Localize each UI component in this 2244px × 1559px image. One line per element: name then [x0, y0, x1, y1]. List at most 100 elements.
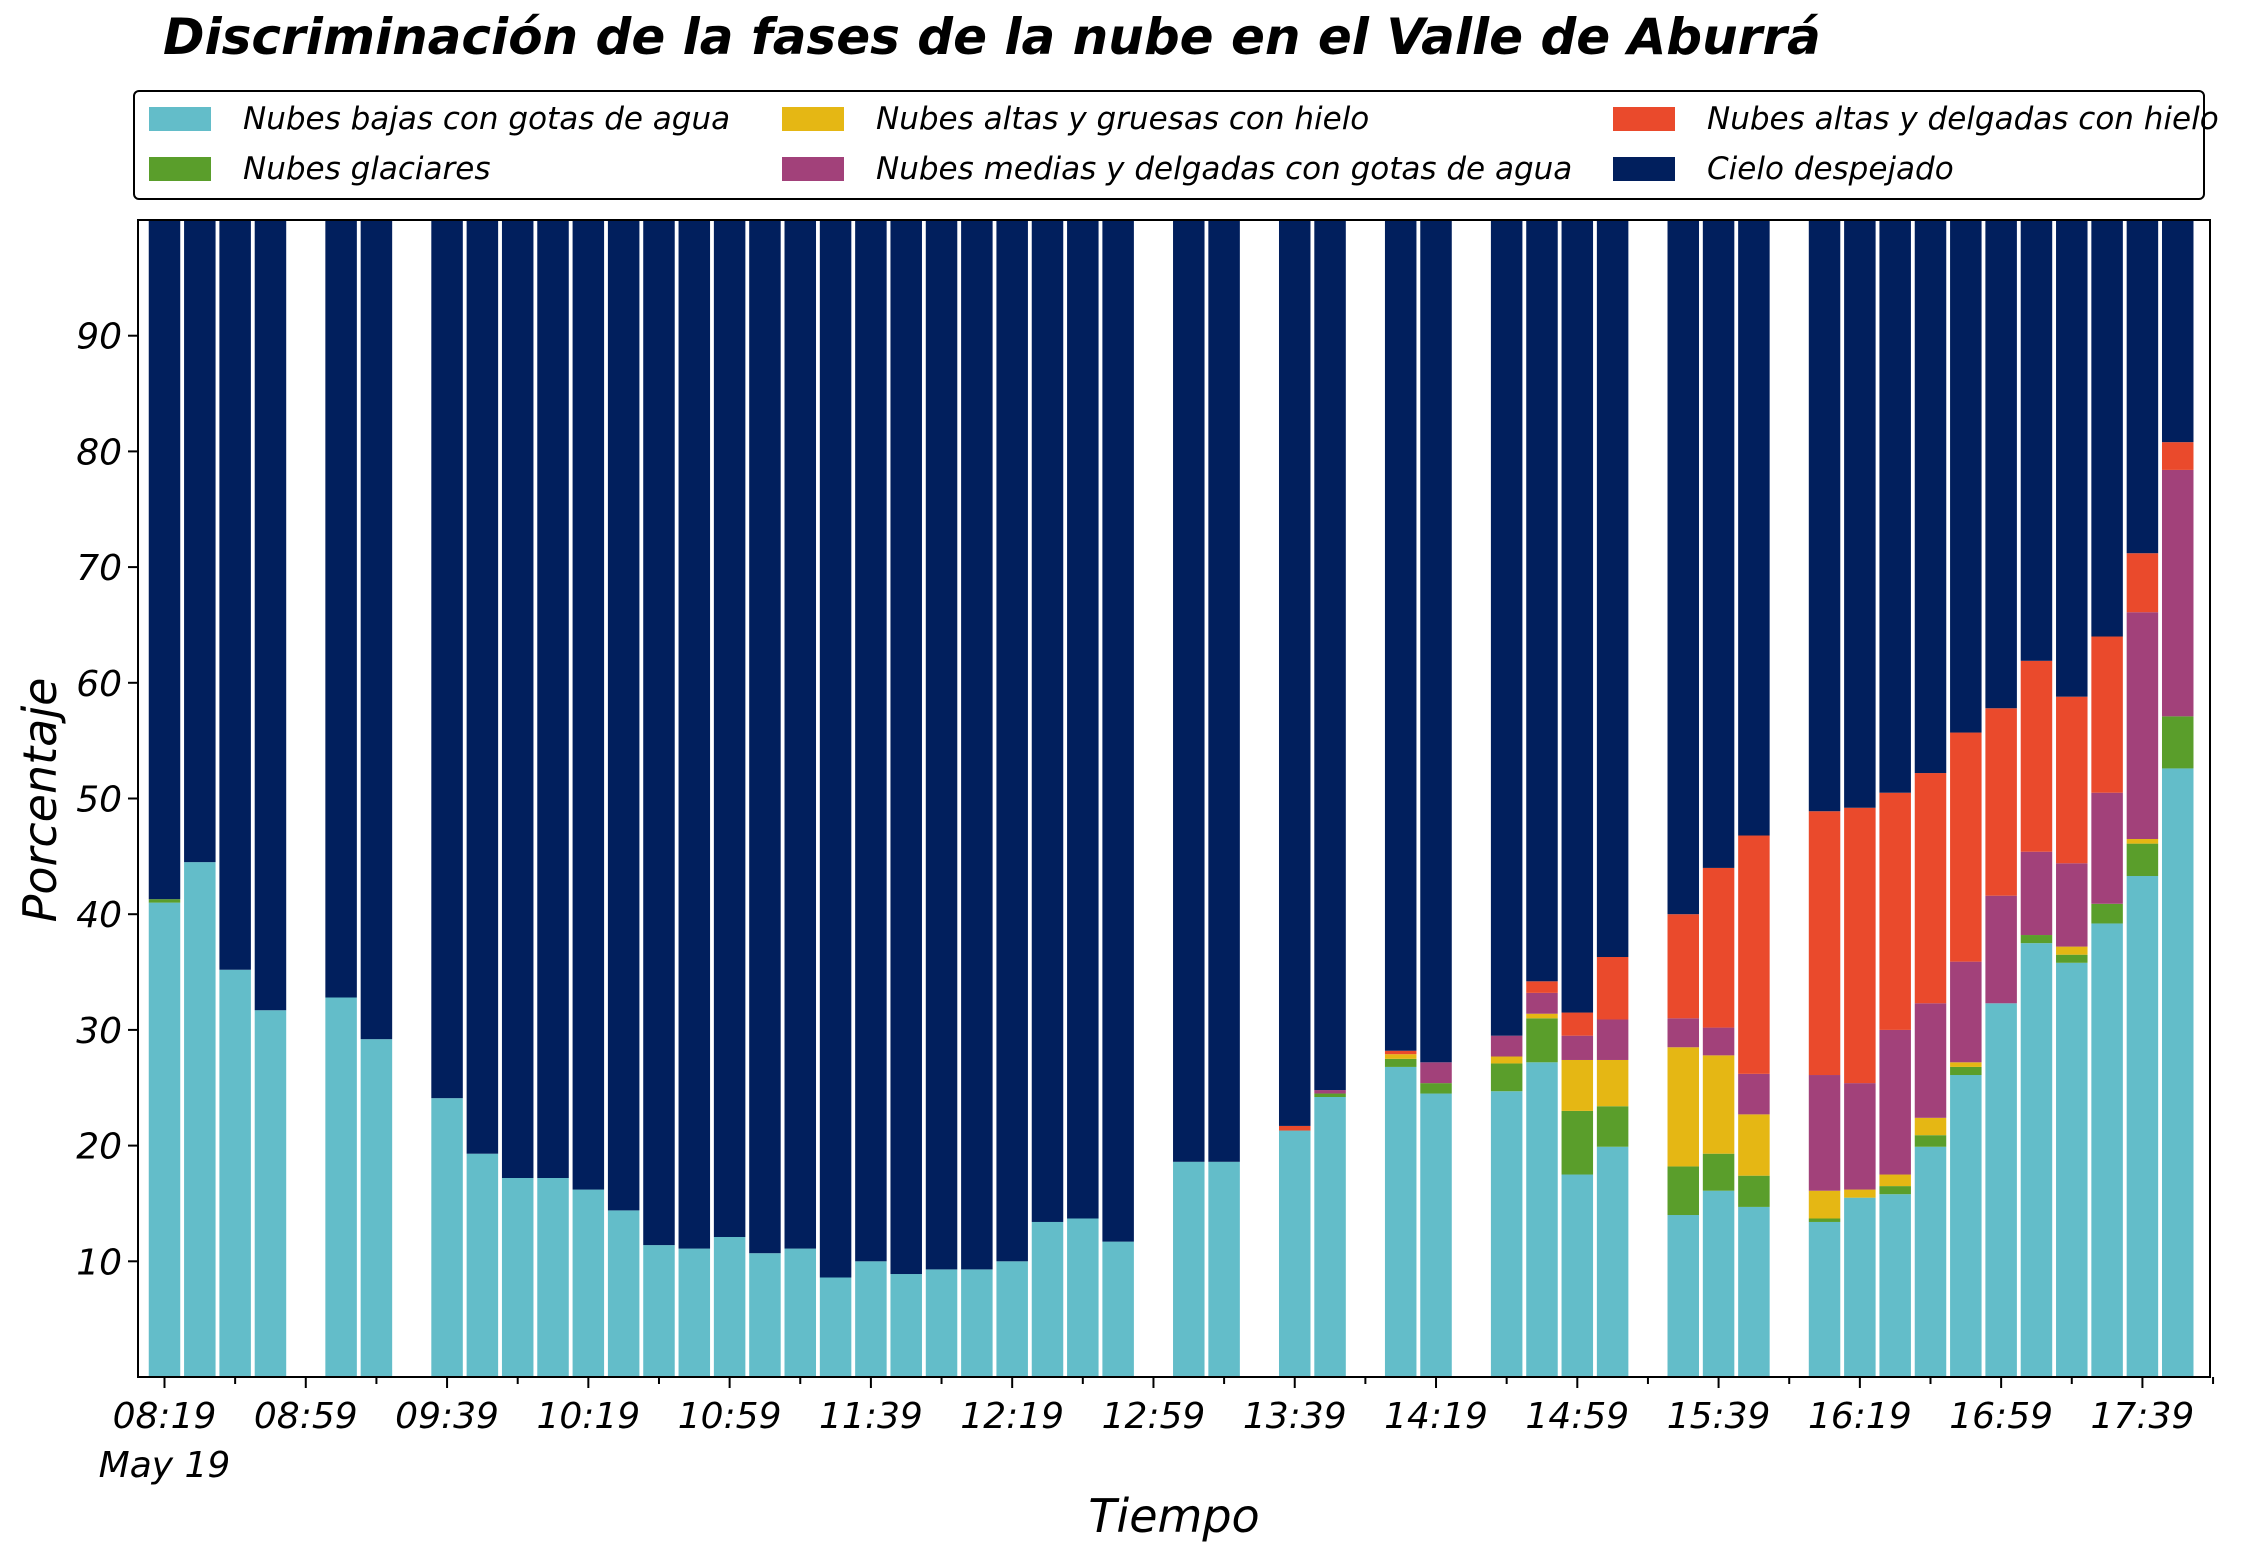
bar-segment — [1490, 220, 1523, 1036]
bar-segment — [184, 862, 216, 1377]
bar-segment — [1702, 1190, 1735, 1377]
bar-segment — [1738, 1206, 1770, 1377]
bar-segment — [1844, 1189, 1876, 1198]
bar-segment — [1208, 1161, 1240, 1377]
bar-segment — [325, 220, 357, 998]
bar-segment — [855, 220, 887, 1262]
bar-segment — [1950, 732, 1982, 962]
legend-item: Nubes bajas con gotas de agua — [149, 99, 730, 139]
bar-segment — [1490, 1035, 1523, 1057]
legend-swatch — [1613, 157, 1675, 181]
legend-item: Nubes medias y delgadas con gotas de agu… — [782, 149, 1572, 189]
bar-segment — [2161, 716, 2194, 769]
bar-segment — [2126, 876, 2159, 1377]
bar-segment — [1490, 1063, 1523, 1092]
bar-segment — [890, 220, 922, 1275]
bar-segment — [2126, 612, 2159, 839]
bar-segment — [1950, 1062, 1982, 1067]
x-tick-label: 09:39 — [395, 1396, 499, 1437]
bar-segment — [1314, 220, 1346, 1091]
bar-segment — [2161, 768, 2194, 1377]
bar-segment — [1808, 220, 1841, 812]
bar-segment — [1596, 1019, 1629, 1060]
legend-item: Cielo despejado — [1613, 149, 1954, 189]
bar-segment — [148, 899, 181, 903]
bar-segment — [1879, 792, 1911, 1030]
x-tick-label: 10:19 — [536, 1396, 640, 1437]
bar-segment — [643, 1245, 675, 1377]
y-tick-label: 40 — [76, 895, 122, 936]
legend-label: Nubes medias y delgadas con gotas de agu… — [876, 151, 1573, 187]
bar-segment — [1173, 1161, 1205, 1377]
bar-segment — [2020, 220, 2053, 661]
bar-segment — [961, 220, 993, 1270]
bar-segment — [749, 220, 781, 1254]
bar-segment — [819, 220, 852, 1278]
bar-segment — [360, 1039, 393, 1377]
y-tick-label: 90 — [76, 317, 122, 358]
y-axis-label: Porcentaje — [13, 678, 67, 923]
bar-segment — [1314, 1097, 1346, 1377]
bar-segment — [1667, 1047, 1700, 1167]
bar-segment — [1950, 1075, 1982, 1377]
bar-segment — [2126, 220, 2159, 554]
bar-segment — [1914, 1146, 1947, 1377]
bar-segment — [219, 969, 251, 1377]
bar-segment — [1950, 220, 1982, 733]
bar-segment — [1031, 220, 1064, 1222]
bar-segment — [1808, 1218, 1841, 1222]
x-tick-label: 16:59 — [1949, 1396, 2053, 1437]
x-tick-label: 15:39 — [1667, 1396, 1771, 1437]
y-axis: 10 20 30 40 50 60 70 80 90 — [76, 317, 138, 1283]
x-axis-label: Tiempo — [1088, 1489, 1259, 1543]
x-tick-label: 14:19 — [1384, 1396, 1488, 1437]
legend-item: Nubes glaciares — [149, 149, 491, 189]
bar-segment — [1667, 914, 1700, 1019]
bar-segment — [2091, 220, 2123, 637]
bar-segment — [713, 1237, 746, 1377]
bar-segment — [572, 220, 605, 1190]
bar-segment — [2020, 851, 2053, 936]
bar-segment — [1950, 961, 1982, 1063]
legend-label: Nubes altas y delgadas con hielo — [1707, 101, 2219, 137]
chart-title: Discriminación de la fases de la nube en… — [163, 8, 1821, 66]
bar-segment — [1950, 1066, 1982, 1076]
bar-segment — [1596, 220, 1629, 958]
bar-segment — [2091, 792, 2123, 904]
bar-segment — [537, 1178, 569, 1377]
bar-segment — [1914, 1135, 1947, 1147]
bar-segment — [431, 220, 463, 1099]
bar-segment — [1702, 1153, 1735, 1191]
bar-segment — [1914, 220, 1947, 774]
bar-segment — [1384, 1054, 1417, 1059]
bar-segment — [2161, 442, 2194, 470]
legend-label: Nubes altas y gruesas con hielo — [876, 101, 1370, 137]
legend-swatch — [149, 107, 211, 131]
bar-segment — [1702, 1055, 1735, 1154]
bar-segment — [1738, 220, 1770, 836]
bar-segment — [2126, 839, 2159, 844]
bar-segment — [1985, 220, 2017, 709]
bar-segment — [1102, 1241, 1134, 1377]
legend-item: Nubes altas y delgadas con hielo — [1613, 99, 2219, 139]
bar-segment — [2056, 954, 2088, 963]
bar-segment — [784, 1248, 817, 1377]
bar-segment — [925, 1269, 958, 1377]
bar-segment — [1844, 220, 1876, 808]
bar-segment — [1879, 1174, 1911, 1187]
bar-segment — [148, 902, 181, 1377]
bar-segment — [2161, 220, 2194, 443]
bar-segment — [1808, 811, 1841, 1076]
bar-segment — [1914, 773, 1947, 1004]
x-tick-label: 08:59 — [254, 1396, 358, 1437]
x-tick-label: 10:59 — [678, 1396, 782, 1437]
bar-segment — [1596, 1146, 1629, 1377]
bar-segment — [713, 220, 746, 1237]
legend-item: Nubes altas y gruesas con hielo — [782, 99, 1369, 139]
bar-segment — [1844, 807, 1876, 1084]
x-tick-label: 14:59 — [1525, 1396, 1629, 1437]
bar-segment — [2056, 863, 2088, 947]
bar-segment — [466, 220, 499, 1154]
bar-segment — [2020, 660, 2053, 852]
bar-segment — [1808, 1075, 1841, 1191]
